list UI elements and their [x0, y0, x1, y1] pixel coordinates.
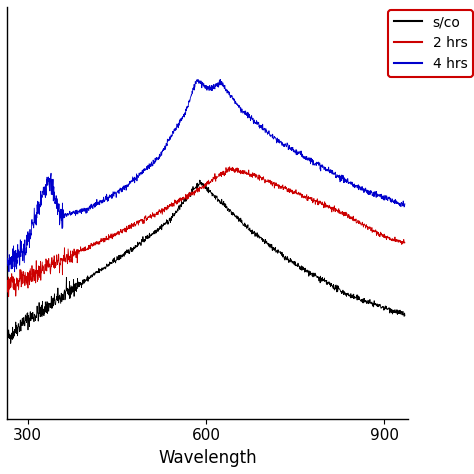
Legend: s/co, 2 hrs, 4 hrs: s/co, 2 hrs, 4 hrs: [388, 10, 473, 77]
X-axis label: Wavelength: Wavelength: [158, 449, 257, 467]
